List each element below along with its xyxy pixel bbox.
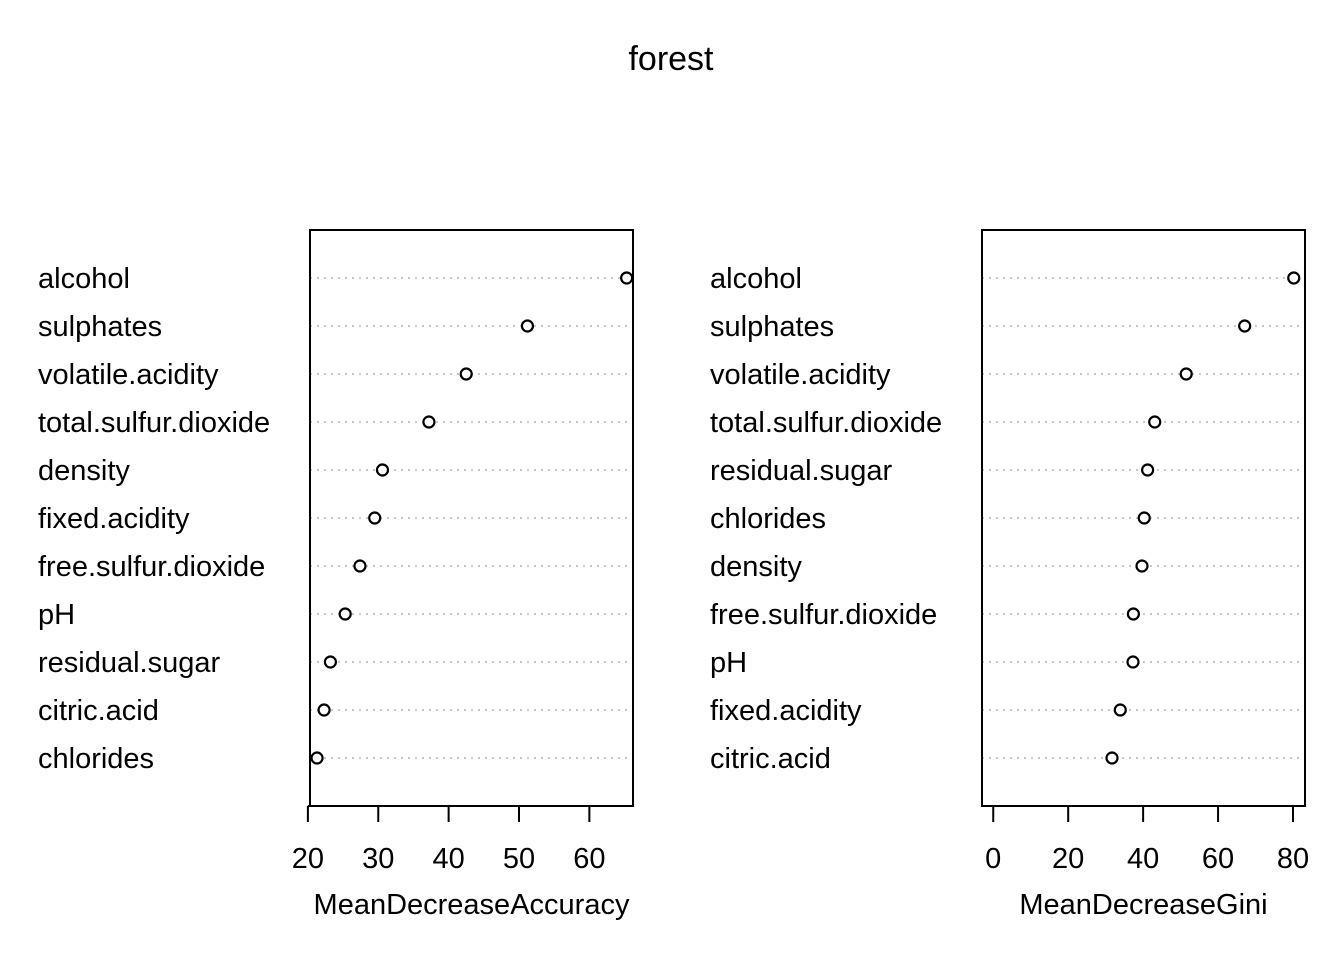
data-point-accuracy-ph bbox=[338, 607, 352, 621]
data-point-gini-density bbox=[1135, 559, 1149, 573]
category-label-gini-sulphates: sulphates bbox=[710, 311, 834, 343]
data-point-gini-volatile-acidity bbox=[1179, 367, 1193, 381]
category-label-accuracy-residual-sugar: residual.sugar bbox=[38, 647, 220, 679]
panel-mean-decrease-gini: alcohol sulphates volatile.acidity total.su… bbox=[710, 229, 1309, 921]
x-axis-label-gini: MeanDecreaseGini bbox=[1019, 889, 1267, 921]
data-point-gini-residual-sugar bbox=[1141, 463, 1155, 477]
x-tick-label-gini-0: 0 bbox=[985, 843, 1001, 875]
category-label-accuracy-alcohol: alcohol bbox=[38, 263, 130, 295]
data-point-accuracy-volatile-acidity bbox=[459, 367, 473, 381]
x-tick-label-accuracy-20: 20 bbox=[292, 843, 324, 875]
category-label-gini-chlorides: chlorides bbox=[710, 503, 826, 535]
category-label-accuracy-free-sulfur-dioxide: free.sulfur.dioxide bbox=[38, 551, 265, 583]
data-point-gini-total-sulfur-dioxide bbox=[1148, 415, 1162, 429]
data-point-accuracy-total-sulfur-dioxide bbox=[422, 415, 436, 429]
category-label-accuracy-volatile-acidity: volatile.acidity bbox=[38, 359, 219, 391]
data-point-accuracy-free-sulfur-dioxide bbox=[353, 559, 367, 573]
category-label-gini-residual-sugar: residual.sugar bbox=[710, 455, 892, 487]
x-tick-label-gini-60: 60 bbox=[1202, 843, 1234, 875]
data-point-gini-sulphates bbox=[1238, 319, 1252, 333]
category-label-accuracy-total-sulfur-dioxide: total.sulfur.dioxide bbox=[38, 407, 270, 439]
category-label-gini-free-sulfur-dioxide: free.sulfur.dioxide bbox=[710, 599, 937, 631]
category-label-accuracy-citric-acid: citric.acid bbox=[38, 695, 159, 727]
data-point-accuracy-density bbox=[375, 463, 390, 477]
x-tick-label-gini-80: 80 bbox=[1277, 843, 1309, 875]
category-label-gini-fixed-acidity: fixed.acidity bbox=[710, 695, 862, 727]
data-point-accuracy-residual-sugar bbox=[323, 655, 338, 669]
category-label-gini-alcohol: alcohol bbox=[710, 263, 802, 295]
x-tick-label-gini-20: 20 bbox=[1052, 843, 1084, 875]
x-tick-label-accuracy-50: 50 bbox=[503, 843, 535, 875]
x-tick-label-accuracy-60: 60 bbox=[573, 843, 605, 875]
data-point-gini-fixed-acidity bbox=[1113, 703, 1127, 717]
data-point-accuracy-alcohol bbox=[620, 271, 634, 285]
category-label-gini-citric-acid: citric.acid bbox=[710, 743, 831, 775]
category-label-accuracy-ph: pH bbox=[38, 599, 75, 631]
data-point-gini-chlorides bbox=[1137, 511, 1151, 525]
x-tick-label-gini-40: 40 bbox=[1127, 843, 1159, 875]
category-label-accuracy-sulphates: sulphates bbox=[38, 311, 162, 343]
category-label-accuracy-density: density bbox=[38, 455, 130, 487]
data-point-accuracy-sulphates bbox=[520, 319, 535, 333]
x-tick-label-accuracy-30: 30 bbox=[362, 843, 394, 875]
data-point-accuracy-fixed-acidity bbox=[368, 511, 382, 525]
category-label-accuracy-fixed-acidity: fixed.acidity bbox=[38, 503, 190, 535]
data-point-gini-alcohol bbox=[1287, 271, 1301, 285]
category-label-gini-volatile-acidity: volatile.acidity bbox=[710, 359, 891, 391]
data-point-gini-citric-acid bbox=[1105, 751, 1119, 765]
x-axis-label-accuracy: MeanDecreaseAccuracy bbox=[314, 889, 630, 921]
chart-title: forest bbox=[628, 40, 714, 78]
category-label-gini-ph: pH bbox=[710, 647, 747, 679]
category-label-gini-total-sulfur-dioxide: total.sulfur.dioxide bbox=[710, 407, 942, 439]
data-point-gini-free-sulfur-dioxide bbox=[1126, 607, 1140, 621]
category-label-gini-density: density bbox=[710, 551, 802, 583]
category-label-accuracy-chlorides: chlorides bbox=[38, 743, 154, 775]
x-tick-label-accuracy-40: 40 bbox=[432, 843, 464, 875]
data-point-accuracy-citric-acid bbox=[317, 703, 331, 717]
data-point-gini-ph bbox=[1126, 655, 1140, 669]
panel-mean-decrease-accuracy: alcohol sulphates volatile.acidity total.su… bbox=[38, 229, 634, 921]
data-point-accuracy-chlorides bbox=[310, 751, 324, 765]
